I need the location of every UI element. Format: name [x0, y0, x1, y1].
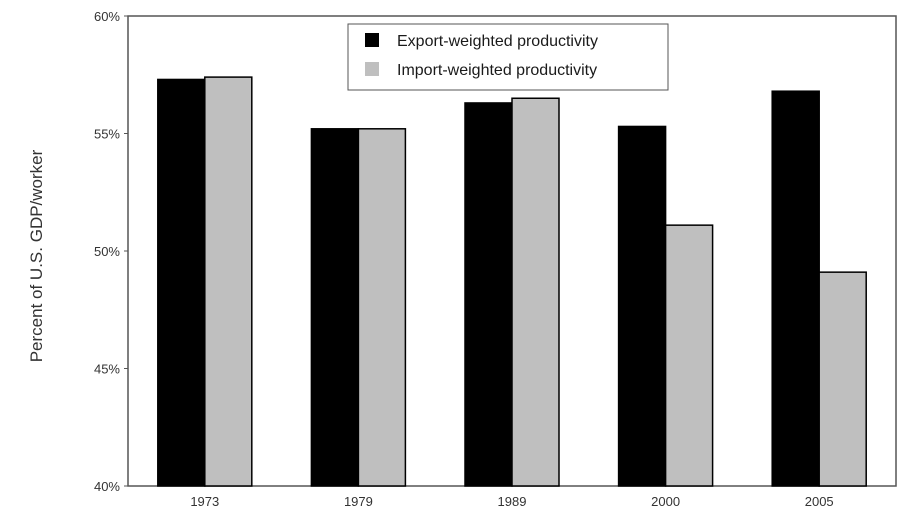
y-tick-label: 45%: [94, 362, 120, 377]
y-tick-label: 55%: [94, 127, 120, 142]
bar-export-1989: [464, 102, 513, 487]
legend-box: [347, 23, 669, 91]
legend-label-import: Import-weighted productivity: [397, 62, 597, 79]
y-tick-label: 60%: [94, 9, 120, 24]
legend: Export-weighted productivity Import-weig…: [347, 23, 669, 91]
bar-export-1979: [310, 128, 360, 487]
x-tick-label: 2005: [805, 494, 834, 509]
bar-import-1989: [511, 97, 560, 487]
y-axis-label: Percent of U.S. GDP/worker: [27, 149, 46, 362]
x-axis-ticks: 1973 1979 1989 2000 2005: [190, 494, 833, 509]
bar-import-1979: [357, 128, 407, 487]
bar-import-2005: [818, 271, 867, 487]
legend-label-export: Export-weighted productivity: [397, 33, 598, 50]
y-tick-label: 50%: [94, 244, 120, 259]
x-tick-label: 1979: [344, 494, 373, 509]
x-tick-label: 2000: [651, 494, 680, 509]
bar-export-2005: [771, 90, 820, 487]
x-tick-label: 1973: [190, 494, 219, 509]
bar-export-1973: [157, 78, 206, 487]
y-tick-label: 40%: [94, 479, 120, 494]
legend-swatch-export: [365, 33, 379, 47]
bar-import-2000: [664, 224, 714, 487]
bar-import-1973: [204, 76, 253, 487]
bar-group: [157, 76, 867, 487]
legend-swatch-import: [365, 62, 379, 76]
x-tick-label: 1989: [498, 494, 527, 509]
y-axis-ticks: 40% 45% 50% 55% 60%: [94, 9, 128, 494]
bar-export-2000: [617, 125, 667, 487]
